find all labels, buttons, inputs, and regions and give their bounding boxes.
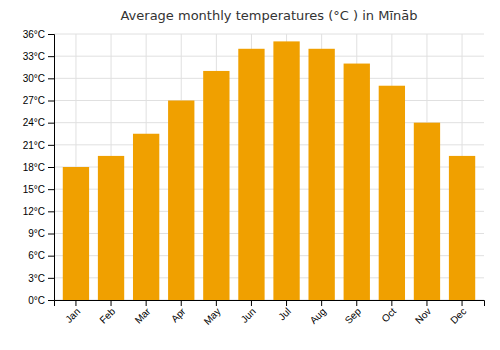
- tick-label: Feb: [97, 305, 117, 325]
- grid: [54, 34, 484, 300]
- title: Average monthly temperatures (°C ) in Mī…: [120, 8, 417, 23]
- tick-label: 33°C: [23, 51, 45, 62]
- tick: 24°C: [23, 117, 54, 128]
- tick-label: Apr: [169, 305, 188, 324]
- tick-label: Oct: [379, 306, 398, 325]
- bar: [63, 167, 89, 300]
- tick-mark: [391, 300, 392, 306]
- tick-mark: [48, 34, 54, 35]
- tick-label: 30°C: [23, 73, 45, 84]
- tick-mark: [75, 300, 76, 306]
- axis-line: [55, 301, 485, 307]
- tick-mark: [48, 256, 54, 257]
- tick-mark: [48, 78, 54, 79]
- tick-label: May: [202, 306, 223, 327]
- tick-label: 6°C: [28, 250, 45, 261]
- tick: 6°C: [28, 250, 54, 261]
- tick-label: Dec: [448, 306, 468, 326]
- tick-label: Sep: [343, 305, 364, 326]
- bar: [168, 101, 194, 301]
- tick: Nov: [413, 300, 433, 326]
- tick-mark: [426, 300, 427, 306]
- x-axis: Jan Feb Mar Apr May Jun Jul Aug Sep Oct Nov Dec: [55, 300, 485, 327]
- tick-mark: [251, 300, 252, 306]
- tick-label: Mar: [133, 305, 153, 325]
- grid-line: [54, 78, 484, 79]
- tick-label: Aug: [308, 306, 328, 326]
- tick-mark: [462, 300, 463, 306]
- tick-label: 24°C: [23, 117, 45, 128]
- tick-label: 3°C: [28, 273, 45, 284]
- tick-label: Jan: [63, 306, 82, 325]
- y-axis: 0°C 3°C 6°C 9°C 12°C 15°C 18°C 21°C 24°C 27°C 30°C…: [23, 29, 55, 306]
- tick-label: 18°C: [23, 162, 45, 173]
- tick: 36°C: [23, 29, 54, 40]
- bar: [308, 49, 334, 300]
- grid-line: [54, 100, 484, 101]
- bars: [63, 41, 475, 300]
- grid-line: [54, 34, 484, 35]
- tick: Jun: [239, 300, 258, 325]
- grid-line: [54, 56, 484, 57]
- tick-mark: [48, 123, 54, 124]
- bar: [98, 156, 124, 300]
- tick-label: 12°C: [23, 206, 45, 217]
- tick: 12°C: [23, 206, 54, 217]
- tick: 3°C: [28, 273, 54, 284]
- tick: Dec: [448, 300, 468, 326]
- tick-label: Nov: [413, 306, 433, 326]
- tick: 21°C: [23, 140, 54, 151]
- tick-mark: [48, 300, 54, 301]
- tick-mark: [48, 101, 54, 102]
- tick-mark: [216, 300, 217, 306]
- tick-label: 15°C: [23, 184, 45, 195]
- axis-line: [48, 35, 55, 301]
- tick: Aug: [308, 300, 328, 326]
- tick-mark: [48, 145, 54, 146]
- tick: 0°C: [28, 295, 54, 306]
- bar: [203, 71, 229, 300]
- tick: Jul: [276, 300, 293, 322]
- tick-mark: [181, 300, 182, 306]
- tick: 33°C: [23, 51, 54, 62]
- tick: 27°C: [23, 95, 54, 106]
- tick-mark: [48, 234, 54, 235]
- tick-mark: [286, 300, 287, 306]
- tick: 15°C: [23, 184, 54, 195]
- tick: 30°C: [23, 73, 54, 84]
- tick: Feb: [97, 300, 117, 326]
- tick-mark: [321, 300, 322, 306]
- tick: Oct: [379, 300, 398, 324]
- tick-label: Jul: [276, 306, 293, 323]
- tick-label: 9°C: [28, 228, 45, 239]
- tick: 9°C: [28, 228, 54, 239]
- bar: [379, 86, 405, 300]
- tick-mark: [48, 167, 54, 168]
- bar: [133, 134, 159, 300]
- tick-mark: [146, 300, 147, 306]
- tick: Mar: [133, 300, 153, 326]
- tick-label: 27°C: [23, 95, 45, 106]
- tick-mark: [48, 189, 54, 190]
- bar: [273, 41, 299, 300]
- tick: May: [202, 300, 223, 327]
- tick: Apr: [169, 300, 188, 324]
- tick-mark: [48, 278, 54, 279]
- bar: [449, 156, 475, 300]
- tick-mark: [111, 300, 112, 306]
- bar: [238, 49, 264, 300]
- tick-label: 0°C: [28, 295, 45, 306]
- tick-label: Jun: [239, 306, 258, 325]
- tick-mark: [356, 300, 357, 306]
- tick: 18°C: [23, 162, 54, 173]
- bar: [414, 123, 440, 300]
- chart: 0°C 3°C 6°C 9°C 12°C 15°C 18°C 21°C 24°C 27°C 30°C…: [0, 0, 500, 350]
- tick: Jan: [63, 300, 82, 325]
- bar: [344, 64, 370, 300]
- tick-label: 36°C: [23, 29, 45, 40]
- tick-mark: [48, 211, 54, 212]
- tick: Sep: [343, 300, 364, 326]
- tick-label: 21°C: [23, 140, 45, 151]
- tick-mark: [48, 56, 54, 57]
